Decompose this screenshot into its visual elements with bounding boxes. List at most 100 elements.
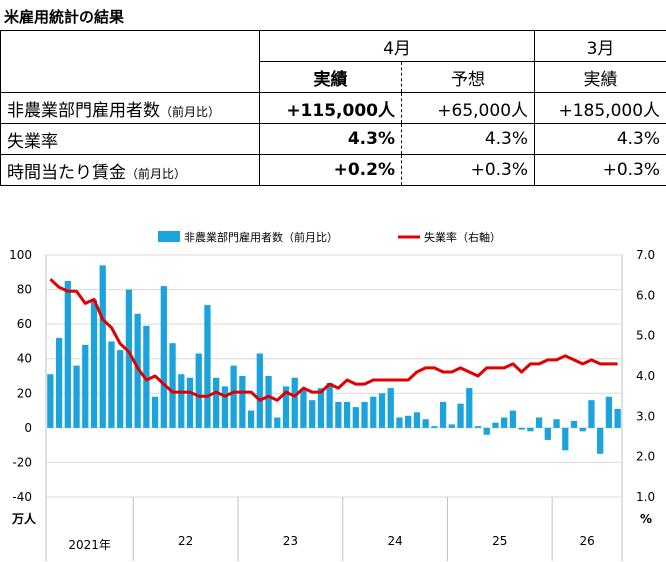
y-tick-left: 80 — [17, 283, 32, 297]
bar — [186, 377, 194, 428]
x-group-label: 2021年 — [68, 538, 111, 552]
row-label-note: （前月比） — [126, 166, 187, 181]
bar — [370, 396, 377, 428]
table-row-wages: 時間当たり賃金（前月比） +0.2% +0.3% +0.3% — [0, 154, 666, 186]
bar — [178, 374, 185, 428]
cell-mar-actual: 4.3% — [534, 123, 666, 155]
bar — [553, 419, 560, 428]
bar — [317, 388, 325, 428]
unemployment-line — [49, 278, 618, 402]
bar — [378, 393, 386, 428]
bar — [579, 427, 586, 432]
bar — [570, 420, 578, 428]
row-label-text: 失業率 — [7, 131, 58, 152]
bar — [265, 376, 272, 428]
row-label-note: （前月比） — [160, 104, 221, 119]
cell-mar-actual: +0.3% — [534, 154, 666, 186]
cell-apr-forecast: 4.3% — [400, 123, 536, 155]
bar — [413, 412, 421, 428]
bar — [204, 305, 211, 428]
y-tick-left: 40 — [17, 352, 32, 366]
legend-bar-label: 非農業部門雇用者数（前月比） — [184, 230, 338, 244]
bar — [492, 422, 499, 428]
bar — [143, 325, 150, 428]
header-april-actual: 実績 — [259, 61, 402, 93]
bar — [239, 376, 246, 428]
bar — [247, 410, 255, 428]
table-row-unemployment: 失業率 4.3% 4.3% 4.3% — [0, 123, 666, 155]
y-tick-right: 4.0 — [636, 369, 655, 383]
row-label-text: 非農業部門雇用者数 — [7, 100, 160, 121]
header-march: 3月 — [534, 30, 666, 62]
row-label-text: 時間当たり賃金 — [7, 162, 126, 183]
bar — [256, 353, 263, 428]
bar — [108, 341, 115, 428]
bar — [291, 377, 298, 428]
bar — [457, 403, 464, 428]
y-tick-left: 100 — [9, 248, 32, 262]
y-tick-left: 0 — [24, 421, 32, 435]
x-group-label: 23 — [283, 534, 298, 548]
bar — [614, 408, 621, 428]
legend-line-label: 失業率（右軸） — [424, 230, 501, 244]
cell-apr-actual: 4.3% — [259, 123, 402, 155]
header-april: 4月 — [258, 30, 536, 62]
bar — [160, 286, 167, 428]
bar — [55, 337, 63, 428]
bar — [125, 289, 133, 428]
payrolls-unemployment-chart: 100 80 60 40 20 0 -20 -40 7.0 6.0 5.0 4.0 3.0 2.0 1.0 万… — [9, 230, 655, 561]
row-label: 失業率 — [0, 123, 260, 155]
legend-bar-swatch — [158, 231, 180, 242]
bar — [431, 426, 438, 428]
y-tick-right: 6.0 — [636, 288, 655, 302]
y-tick-right: 3.0 — [636, 409, 655, 423]
bar — [448, 424, 455, 428]
left-axis-unit: 万人 — [11, 511, 37, 526]
x-group-label: 25 — [492, 534, 507, 548]
right-axis-unit: % — [640, 512, 652, 526]
row-label: 非農業部門雇用者数（前月比） — [0, 92, 260, 124]
bar — [230, 365, 237, 428]
y-tick-right: 1.0 — [636, 490, 655, 504]
bar — [518, 427, 525, 430]
bar — [195, 353, 202, 428]
row-label: 時間当たり賃金（前月比） — [0, 154, 260, 186]
header-empty-cell-2 — [0, 61, 260, 93]
table-row-payrolls: 非農業部門雇用者数（前月比） +115,000人 +65,000人 +185,0… — [0, 92, 666, 124]
cell-apr-actual: +0.2% — [259, 154, 402, 186]
x-group-label: 24 — [387, 534, 402, 548]
bar — [117, 350, 124, 428]
x-group-label: 26 — [579, 534, 594, 548]
bar — [99, 265, 106, 428]
y-tick-left: 20 — [17, 386, 32, 400]
y-tick-right: 7.0 — [636, 248, 655, 262]
page-title: 米雇用統計の結果 — [4, 8, 125, 26]
bar — [527, 427, 534, 432]
bar — [274, 417, 281, 428]
bar — [562, 427, 569, 451]
stats-table: 4月 3月 実績 予想 実績 非農業部門雇用者数（前月比） +115,000人 … — [0, 30, 666, 186]
header-empty-cell — [0, 30, 260, 62]
cell-apr-forecast: +0.3% — [400, 154, 536, 186]
cell-apr-actual: +115,000人 — [259, 92, 402, 124]
table-header-row-2: 実績 予想 実績 — [0, 61, 666, 93]
bar — [300, 389, 307, 428]
bar — [335, 401, 342, 428]
bar — [544, 427, 551, 440]
bar — [151, 396, 159, 428]
header-april-forecast: 予想 — [400, 61, 536, 93]
bar — [90, 299, 98, 428]
bar — [387, 388, 394, 428]
bar — [343, 401, 351, 428]
bar — [422, 419, 429, 428]
cell-apr-forecast: +65,000人 — [400, 92, 536, 124]
bar — [82, 344, 89, 428]
bar — [405, 415, 412, 428]
bar — [169, 343, 176, 428]
bar — [597, 427, 604, 454]
y-tick-right: 2.0 — [636, 450, 655, 464]
bar — [134, 313, 141, 428]
y-tick-left: 60 — [17, 317, 32, 331]
bar — [361, 401, 368, 428]
bar — [213, 377, 220, 428]
